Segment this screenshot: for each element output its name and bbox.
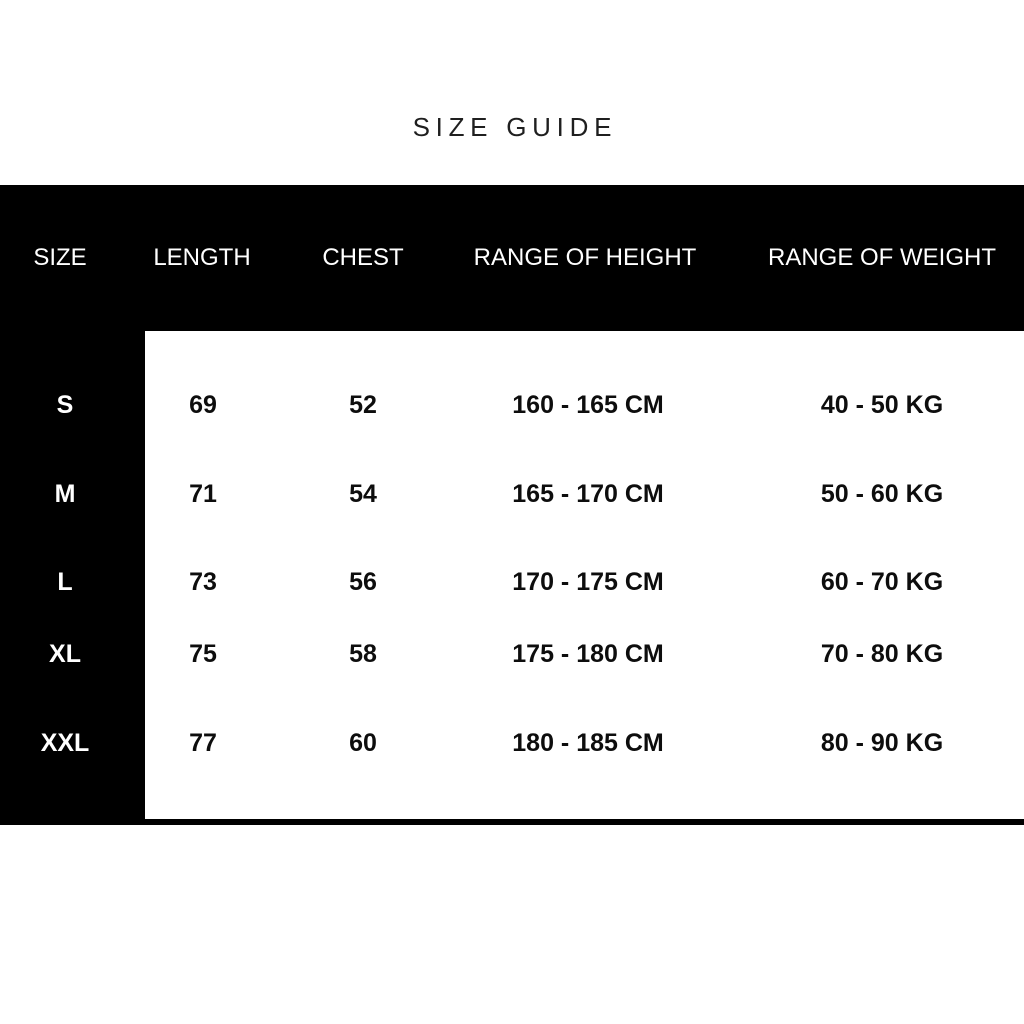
cell-range-of-height: 165 - 170 CM [512,480,664,508]
cell-chest: 58 [349,640,377,668]
cell-range-of-height: 160 - 165 CM [512,391,664,419]
table-row: M 71 54 165 - 170 CM 50 - 60 KG [0,477,1024,511]
cell-size: M [54,480,76,508]
cell-length: 75 [189,640,217,668]
cell-size: XXL [40,729,90,757]
cell-length: 71 [189,480,217,508]
table-row: S 69 52 160 - 165 CM 40 - 50 KG [0,388,1024,422]
cell-range-of-weight: 60 - 70 KG [820,568,944,596]
table-row: L 73 56 170 - 175 CM 60 - 70 KG [0,565,1024,599]
cell-range-of-weight: 50 - 60 KG [820,480,944,508]
cell-range-of-weight: 40 - 50 KG [820,391,944,419]
cell-length: 69 [189,391,217,419]
cell-size: S [56,391,74,419]
column-header-range-of-height: RANGE OF HEIGHT [473,244,697,271]
cell-chest: 54 [349,480,377,508]
table-row: XXL 77 60 180 - 185 CM 80 - 90 KG [0,726,1024,760]
column-header-range-of-weight: RANGE OF WEIGHT [768,244,996,271]
table-header-band [0,185,1024,331]
cell-chest: 52 [349,391,377,419]
cell-length: 77 [189,729,217,757]
cell-size: L [57,568,73,596]
column-header-size: SIZE [33,244,87,271]
cell-chest: 56 [349,568,377,596]
cell-range-of-weight: 80 - 90 KG [820,729,944,757]
page-title: SIZE GUIDE [412,112,618,142]
column-header-chest: CHEST [322,244,404,271]
cell-chest: 60 [349,729,377,757]
table-bottom-border [145,819,1024,825]
cell-length: 73 [189,568,217,596]
cell-size: XL [49,640,81,668]
column-header-length: LENGTH [153,244,251,271]
size-column-band [0,185,145,825]
cell-range-of-height: 170 - 175 CM [512,568,664,596]
cell-range-of-height: 175 - 180 CM [512,640,664,668]
cell-range-of-height: 180 - 185 CM [512,729,664,757]
cell-range-of-weight: 70 - 80 KG [820,640,944,668]
table-row: XL 75 58 175 - 180 CM 70 - 80 KG [0,637,1024,671]
